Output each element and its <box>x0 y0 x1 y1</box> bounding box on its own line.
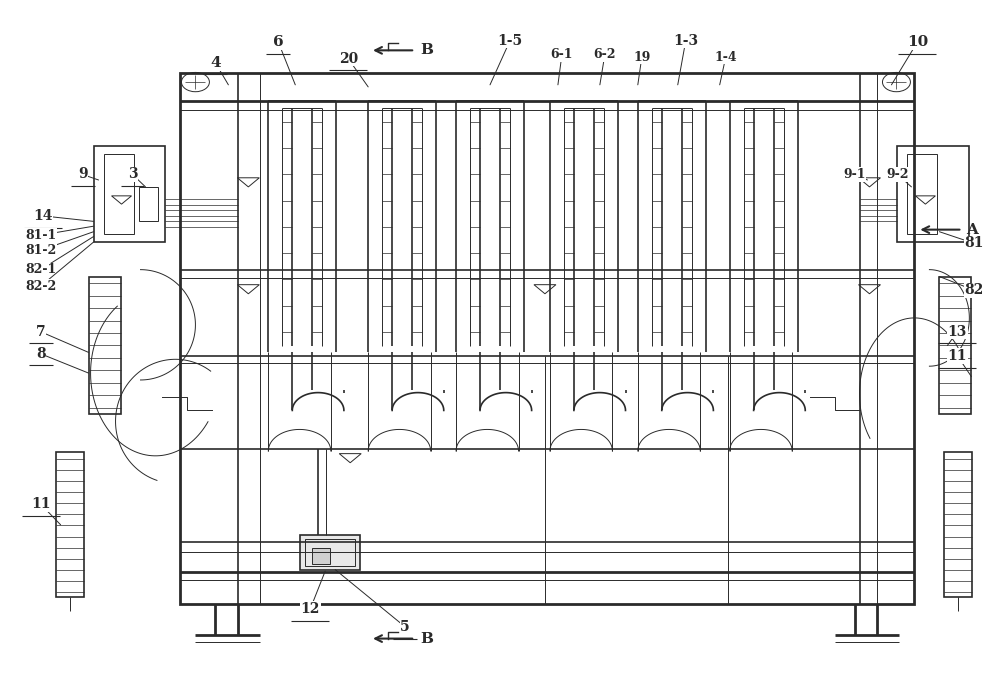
Text: 7: 7 <box>36 325 45 339</box>
Bar <box>897 146 969 242</box>
Text: 82-2: 82-2 <box>25 280 56 293</box>
Text: 1-4: 1-4 <box>714 50 737 64</box>
Text: 81: 81 <box>965 236 984 250</box>
Bar <box>104 154 134 234</box>
Text: 20: 20 <box>339 52 358 66</box>
Text: 13: 13 <box>948 325 967 339</box>
Bar <box>907 154 937 234</box>
Text: 1-3: 1-3 <box>673 34 698 48</box>
Bar <box>300 535 360 569</box>
Text: A: A <box>966 223 978 236</box>
Bar <box>312 547 330 564</box>
Text: 11: 11 <box>31 497 50 511</box>
Text: 6-2: 6-2 <box>594 48 616 61</box>
Text: 82-1: 82-1 <box>25 263 56 276</box>
Bar <box>944 453 972 597</box>
Bar <box>180 73 914 604</box>
Text: 6: 6 <box>273 35 284 49</box>
Text: 81-2: 81-2 <box>25 244 56 257</box>
Text: 1-5: 1-5 <box>497 34 523 48</box>
Text: 6-1: 6-1 <box>551 48 573 61</box>
Text: 12: 12 <box>301 602 320 616</box>
Text: 19: 19 <box>633 50 650 64</box>
Text: 8: 8 <box>36 347 45 361</box>
Bar <box>89 276 121 415</box>
Text: 9-1: 9-1 <box>843 168 866 181</box>
Text: 3: 3 <box>128 167 137 182</box>
Text: 14: 14 <box>33 209 52 223</box>
Bar <box>56 453 84 597</box>
Bar <box>305 538 355 566</box>
Text: 5: 5 <box>400 620 410 634</box>
Text: 9: 9 <box>78 167 87 182</box>
Text: 82: 82 <box>965 283 984 297</box>
Bar <box>94 146 165 242</box>
Bar <box>939 276 971 415</box>
Text: 10: 10 <box>907 35 928 49</box>
Text: 4: 4 <box>210 56 221 70</box>
Text: B: B <box>420 632 433 645</box>
Text: 81-1: 81-1 <box>25 229 56 242</box>
Text: 9-2: 9-2 <box>886 168 909 181</box>
Text: 11: 11 <box>948 349 967 363</box>
Bar <box>139 187 158 221</box>
Text: B: B <box>420 44 433 57</box>
